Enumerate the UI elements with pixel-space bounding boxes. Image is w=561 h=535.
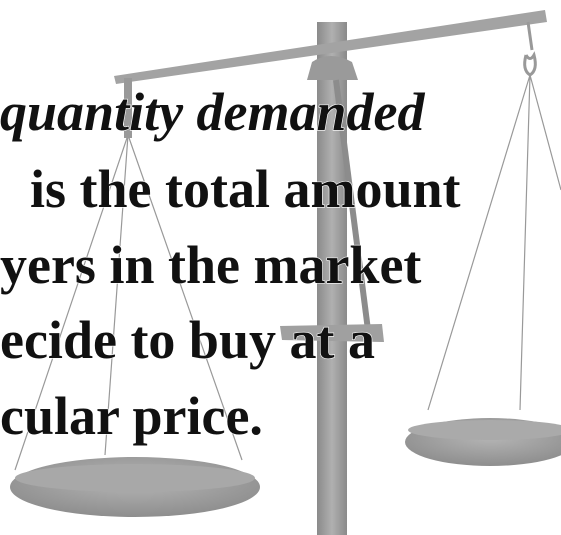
left-strings xyxy=(14,134,243,471)
text-line: cular price. xyxy=(0,386,263,446)
balance-scale xyxy=(10,10,561,535)
post-cap xyxy=(307,56,358,80)
right-pan-rim xyxy=(408,420,561,440)
left-pan-rim xyxy=(15,464,255,492)
text-line: quantity demanded xyxy=(0,82,426,142)
text-line: is the total amount xyxy=(30,159,461,219)
text-line: ecide to buy at a xyxy=(0,310,375,370)
right-strings xyxy=(427,74,561,411)
text-line: yers in the market xyxy=(0,235,421,295)
pointer-base xyxy=(280,324,384,342)
beam xyxy=(114,10,547,84)
right-hanger xyxy=(523,21,537,77)
pointer xyxy=(333,79,371,331)
left-hanger xyxy=(124,78,132,138)
